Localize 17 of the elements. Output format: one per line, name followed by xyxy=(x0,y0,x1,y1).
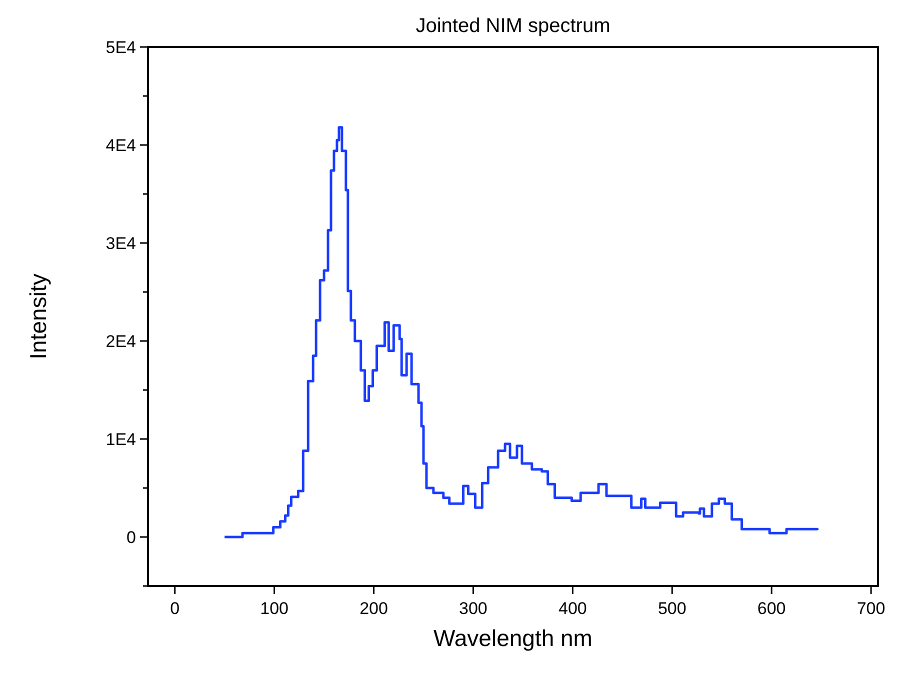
x-tick-label: 200 xyxy=(360,599,388,618)
x-tick-label: 400 xyxy=(558,599,587,618)
y-tick-label: 5E4 xyxy=(106,38,136,57)
x-axis-title: Wavelength nm xyxy=(434,625,592,651)
chart-title: Jointed NIM spectrum xyxy=(416,15,610,37)
x-tick-label: 300 xyxy=(459,599,488,618)
x-tick-label: 700 xyxy=(856,599,886,618)
y-tick-label: 4E4 xyxy=(106,136,136,155)
x-tick-label: 500 xyxy=(658,599,686,618)
y-tick-label: 3E4 xyxy=(106,234,136,253)
y-axis-title: Intensity xyxy=(25,273,51,360)
x-tick-label: 600 xyxy=(757,599,786,618)
y-tick-label: 1E4 xyxy=(106,430,136,449)
x-tick-label: 100 xyxy=(260,599,288,618)
y-tick-label: 0 xyxy=(126,528,136,547)
x-tick-label: 0 xyxy=(170,599,180,618)
y-tick-label: 2E4 xyxy=(106,332,136,351)
